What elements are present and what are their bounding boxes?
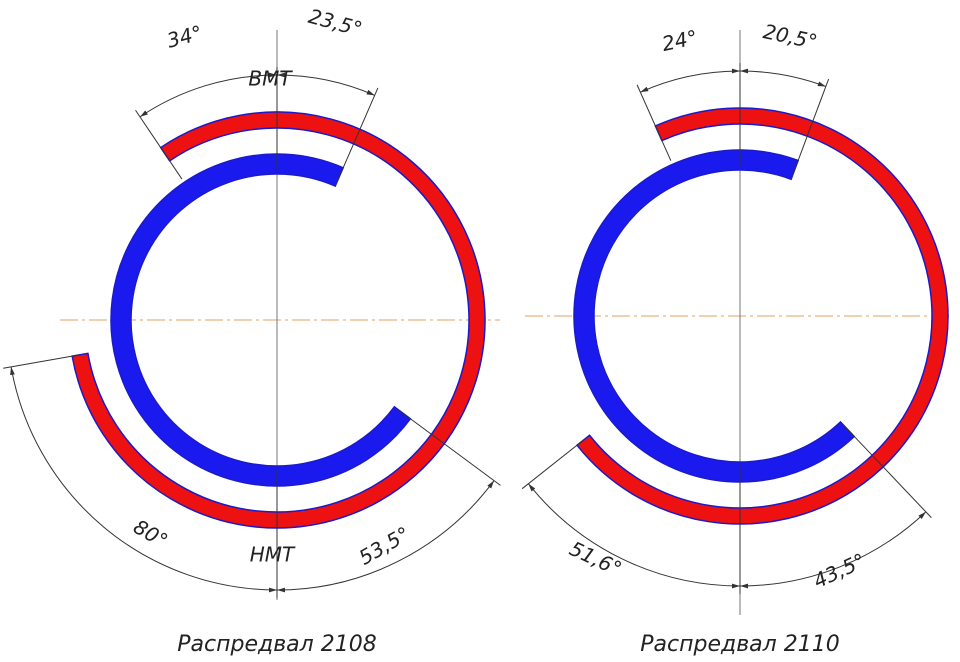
- angle-label: 34°: [164, 20, 204, 52]
- extension-line: [792, 78, 830, 176]
- extension-line: [135, 109, 183, 180]
- rings: [3, 63, 949, 598]
- extension-line: [842, 424, 932, 518]
- angle-label: 20,5°: [761, 19, 819, 54]
- extension-line: [521, 439, 584, 490]
- dimension-arc: [739, 68, 826, 87]
- extension-line: [397, 408, 501, 486]
- dimension-arc: [10, 366, 278, 593]
- angle-label: 51,6°: [566, 536, 626, 581]
- extension-line: [3, 354, 81, 369]
- ring-arc: [71, 111, 486, 529]
- caption: Распредвал 2108: [177, 632, 376, 657]
- extension-line: [336, 87, 379, 183]
- angle-label: 24°: [660, 25, 700, 56]
- bdc-label: НМТ: [250, 543, 296, 567]
- dimension-arc: [139, 72, 278, 118]
- dimension-arc: [528, 483, 741, 589]
- angle-label: 80°: [129, 514, 172, 553]
- dimension-arc: [276, 72, 375, 96]
- extension-line: [636, 84, 672, 161]
- angle-label: 43,5°: [810, 548, 870, 593]
- ring-arc: [573, 149, 856, 483]
- angle-label: 23,5°: [306, 4, 365, 41]
- angle-label: 53,5°: [355, 522, 414, 570]
- dimension-arc: [640, 68, 741, 93]
- dimension-arc: [739, 511, 927, 589]
- dimension-arc: [276, 480, 495, 593]
- caption: Распредвал 2110: [640, 632, 839, 657]
- tdc-label: ВМТ: [248, 67, 293, 91]
